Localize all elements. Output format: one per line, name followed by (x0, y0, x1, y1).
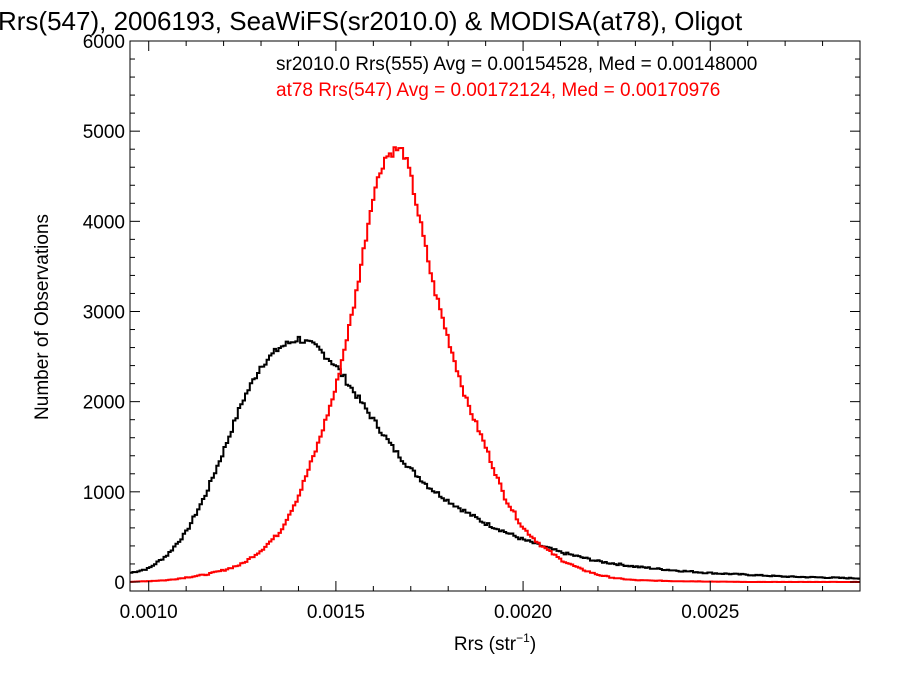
x-tick-label: 0.0010 (120, 602, 178, 623)
y-tick-label: 6000 (83, 32, 125, 53)
x-axis: 0.0010 0.0015 0.0020 0.0025 (120, 41, 861, 623)
plot-frame (129, 40, 861, 592)
x-tick-label: 0.0020 (494, 602, 552, 623)
x-tick-label: 0.0025 (681, 602, 739, 623)
y-tick-label: 3000 (83, 302, 125, 323)
annotation-at78-stats: at78 Rrs(547) Avg = 0.00172124, Med = 0.… (276, 80, 720, 101)
x-axis-label-close: ) (530, 634, 536, 655)
y-tick-label: 0 (114, 573, 125, 594)
annotation-sr2010-stats: sr2010.0 Rrs(555) Avg = 0.00154528, Med … (276, 54, 757, 75)
series-line-0 (130, 335, 860, 580)
y-axis: 0 1000 2000 3000 4000 5000 6000 (83, 32, 860, 594)
y-tick-label: 1000 (83, 483, 125, 504)
series-layer (130, 146, 860, 583)
y-tick-label: 2000 (83, 393, 125, 414)
y-tick-label: 5000 (83, 122, 125, 143)
x-axis-label-superscript: −1 (516, 631, 530, 645)
x-axis-label: Rrs (str−1) (454, 631, 536, 655)
x-tick-label: 0.0015 (307, 602, 365, 623)
x-axis-label-main: Rrs (str (454, 634, 517, 655)
chart-title: Rrs(547), 2006193, SeaWiFS(sr2010.0) & M… (0, 6, 743, 36)
y-axis-label: Number of Observations (32, 214, 53, 420)
series-line-1 (130, 146, 860, 583)
y-tick-label: 4000 (83, 212, 125, 233)
